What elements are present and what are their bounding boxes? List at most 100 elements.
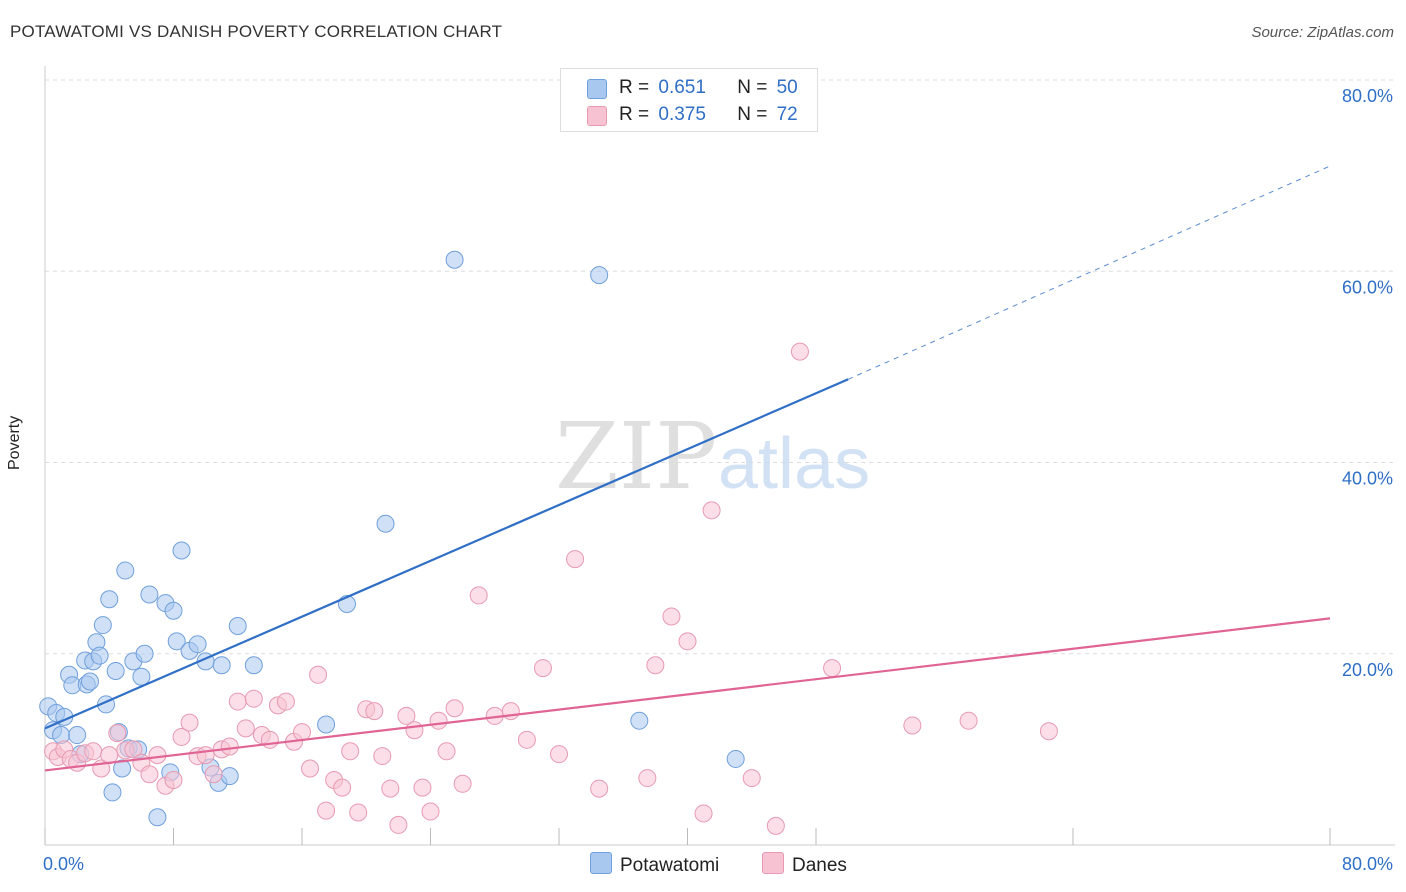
data-point-potawatomi bbox=[135, 644, 154, 663]
x-tick-label: 0.0% bbox=[43, 854, 84, 874]
data-point-danes bbox=[453, 774, 472, 793]
data-point-danes bbox=[365, 702, 384, 721]
data-point-potawatomi bbox=[188, 635, 207, 654]
data-point-danes bbox=[550, 745, 568, 764]
data-point-potawatomi bbox=[106, 661, 125, 680]
data-point-danes bbox=[341, 742, 360, 761]
gridlines bbox=[45, 79, 1395, 655]
data-point-potawatomi bbox=[148, 808, 167, 827]
data-point-danes bbox=[164, 770, 183, 789]
y-tick-label: 80.0% bbox=[1342, 86, 1393, 106]
data-point-potawatomi bbox=[164, 601, 183, 620]
stats-n-label: N = bbox=[737, 77, 768, 98]
data-point-danes bbox=[276, 692, 295, 711]
legend-item-danes[interactable]: Danes bbox=[762, 852, 847, 878]
data-point-danes bbox=[445, 699, 464, 718]
data-point-danes bbox=[517, 730, 536, 749]
data-point-danes bbox=[766, 816, 785, 835]
tick-labels: 80.0% 60.0% 40.0% 20.0% 0.0% 80.0% bbox=[43, 86, 1393, 874]
data-points bbox=[39, 250, 1058, 835]
data-point-potawatomi bbox=[726, 749, 745, 768]
watermark-zip: ZIP bbox=[555, 403, 717, 510]
stats-n-value: 50 bbox=[776, 77, 798, 98]
stats-r-label: R = bbox=[619, 77, 650, 98]
data-point-potawatomi bbox=[68, 726, 87, 745]
stats-r-value: 0.651 bbox=[658, 77, 706, 98]
stats-swatch-potawatomi bbox=[587, 79, 607, 99]
watermark: ZIP atlas bbox=[555, 403, 870, 510]
data-point-danes bbox=[429, 711, 448, 730]
trend-line-potawatomi bbox=[44, 378, 849, 730]
chart-title: POTAWATOMI VS DANISH POVERTY CORRELATION… bbox=[10, 22, 503, 41]
data-point-danes bbox=[84, 742, 103, 761]
legend-label-danes: Danes bbox=[792, 855, 847, 876]
stats-box: R = 0.651 N = 50 R = 0.375 N = 72 bbox=[560, 68, 818, 132]
data-point-potawatomi bbox=[590, 266, 609, 285]
data-point-potawatomi bbox=[244, 656, 263, 675]
data-point-potawatomi bbox=[445, 250, 464, 269]
data-point-danes bbox=[413, 778, 432, 797]
data-point-danes bbox=[389, 815, 408, 834]
axes bbox=[44, 66, 1395, 846]
data-point-potawatomi bbox=[100, 590, 119, 609]
legend-item-potawatomi[interactable]: Potawatomi bbox=[590, 852, 719, 878]
trend-line-danes bbox=[44, 617, 1331, 772]
stats-n-label: N = bbox=[737, 104, 768, 125]
data-point-danes bbox=[180, 713, 199, 732]
data-point-danes bbox=[309, 665, 328, 684]
data-point-danes bbox=[903, 716, 922, 735]
data-point-danes bbox=[646, 656, 665, 675]
data-point-potawatomi bbox=[132, 667, 151, 686]
y-tick-label: 20.0% bbox=[1342, 660, 1393, 680]
data-point-potawatomi bbox=[228, 617, 247, 636]
data-point-potawatomi bbox=[220, 767, 239, 786]
data-point-danes bbox=[373, 747, 392, 766]
y-tick-label: 60.0% bbox=[1342, 277, 1393, 297]
data-point-potawatomi bbox=[80, 672, 99, 691]
data-point-danes bbox=[823, 659, 842, 678]
data-point-potawatomi bbox=[212, 656, 231, 675]
data-point-danes bbox=[662, 607, 681, 626]
data-point-potawatomi bbox=[116, 561, 135, 580]
data-point-potawatomi bbox=[317, 715, 336, 734]
data-point-danes bbox=[638, 769, 657, 788]
trend-extension-potawatomi bbox=[847, 165, 1331, 380]
data-point-danes bbox=[469, 586, 488, 605]
stats-swatch-danes bbox=[587, 106, 607, 126]
data-point-danes bbox=[140, 765, 159, 784]
source-label: Source: ZipAtlas.com bbox=[1251, 24, 1394, 41]
data-point-potawatomi bbox=[167, 632, 186, 651]
data-point-danes bbox=[196, 746, 215, 765]
data-point-danes bbox=[678, 632, 697, 651]
data-point-danes bbox=[204, 765, 223, 784]
data-point-danes bbox=[317, 801, 336, 820]
data-point-danes bbox=[349, 803, 368, 822]
data-point-danes bbox=[694, 804, 713, 823]
data-point-danes bbox=[228, 692, 247, 711]
data-point-danes bbox=[421, 802, 440, 821]
data-point-danes bbox=[293, 723, 311, 742]
data-point-danes bbox=[108, 724, 127, 743]
data-point-potawatomi bbox=[93, 616, 112, 635]
stats-r-value: 0.375 bbox=[658, 104, 706, 125]
data-point-danes bbox=[301, 759, 320, 778]
data-point-danes bbox=[590, 779, 609, 798]
data-point-potawatomi bbox=[90, 646, 109, 665]
data-point-potawatomi bbox=[376, 514, 395, 533]
data-point-danes bbox=[381, 779, 400, 798]
data-point-potawatomi bbox=[103, 783, 122, 802]
data-point-potawatomi bbox=[172, 541, 191, 560]
legend-swatch-potawatomi bbox=[590, 852, 612, 874]
data-point-danes bbox=[533, 659, 552, 678]
stats-n-value: 72 bbox=[776, 104, 798, 125]
data-point-danes bbox=[437, 742, 456, 761]
data-point-danes bbox=[959, 711, 978, 730]
data-point-danes bbox=[790, 342, 809, 361]
data-point-potawatomi bbox=[140, 585, 159, 604]
data-point-danes bbox=[124, 740, 143, 759]
data-point-potawatomi bbox=[113, 759, 132, 778]
data-point-danes bbox=[220, 737, 239, 756]
data-point-danes bbox=[260, 730, 279, 749]
data-point-danes bbox=[566, 550, 585, 569]
